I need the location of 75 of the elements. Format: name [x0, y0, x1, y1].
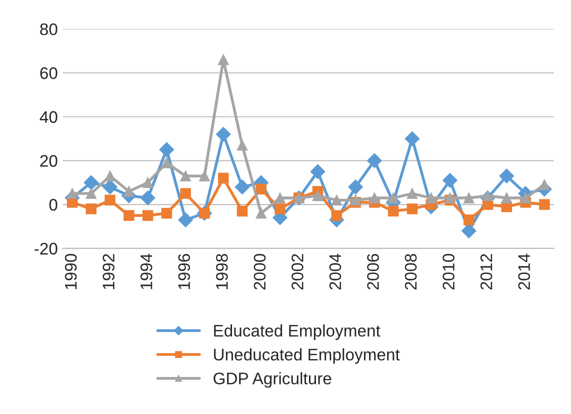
point — [464, 192, 474, 204]
point — [274, 204, 286, 214]
point — [218, 172, 229, 184]
legend-label: Educated Employment — [214, 324, 380, 340]
x-tick-label: 2010 — [442, 254, 454, 290]
x-tick-label: 2004 — [329, 254, 342, 290]
x-tick-label: 2006 — [367, 254, 379, 290]
point — [216, 126, 231, 142]
point — [142, 177, 154, 188]
point — [406, 188, 418, 199]
point — [161, 157, 172, 168]
point — [388, 192, 399, 204]
point — [140, 190, 156, 206]
point — [66, 188, 78, 199]
point — [236, 140, 248, 151]
point — [86, 204, 97, 214]
point — [404, 131, 420, 146]
point — [331, 194, 342, 206]
point — [499, 168, 514, 184]
point — [348, 180, 363, 194]
x-tick-label: 1996 — [178, 254, 190, 290]
point — [331, 210, 342, 221]
point — [178, 212, 193, 228]
point — [520, 192, 531, 204]
point — [180, 170, 191, 182]
point — [406, 204, 418, 214]
point — [539, 199, 550, 210]
point — [161, 208, 172, 219]
point — [369, 192, 380, 204]
point — [84, 175, 99, 190]
point — [159, 142, 174, 158]
x-tick-label: 2014 — [518, 254, 530, 290]
point — [180, 188, 191, 199]
x-tick-label: 2000 — [254, 254, 266, 290]
point — [482, 190, 494, 202]
x-tick-label: 2012 — [480, 254, 492, 290]
x-tick-label: 2002 — [292, 254, 304, 290]
point — [444, 192, 456, 204]
point — [442, 172, 458, 188]
point — [388, 206, 399, 216]
y-tick-label: 80 — [40, 23, 58, 36]
legend-label: GDP Agriculture — [214, 372, 332, 388]
point — [104, 194, 116, 206]
point — [218, 54, 229, 66]
y-tick-label: 40 — [40, 111, 58, 123]
point — [86, 188, 97, 199]
y-tick-label: -20 — [34, 242, 58, 255]
point — [310, 164, 326, 179]
x-tick-label: 2008 — [404, 254, 417, 290]
point — [426, 192, 436, 204]
point — [464, 214, 474, 226]
point — [312, 190, 324, 202]
x-tick-label: 1994 — [140, 254, 152, 290]
y-tick-label: 60 — [40, 67, 58, 80]
point — [501, 192, 512, 204]
point — [461, 223, 476, 238]
point — [124, 186, 134, 197]
point — [104, 170, 116, 182]
y-tick-label: 0 — [49, 198, 58, 211]
point — [256, 208, 267, 219]
point — [102, 180, 118, 194]
point — [367, 153, 382, 168]
x-tick-label: 1998 — [216, 254, 228, 290]
point — [142, 210, 154, 221]
legend-label: Uneducated Employment — [214, 348, 400, 364]
point — [124, 210, 134, 221]
point — [199, 170, 210, 182]
x-tick-label: 1992 — [102, 254, 114, 290]
point — [234, 180, 250, 194]
point — [274, 192, 286, 204]
y-tick-label: 20 — [40, 155, 58, 167]
point — [256, 184, 267, 195]
point — [236, 206, 248, 216]
point — [539, 179, 550, 190]
x-tick-label: 1990 — [64, 254, 77, 290]
